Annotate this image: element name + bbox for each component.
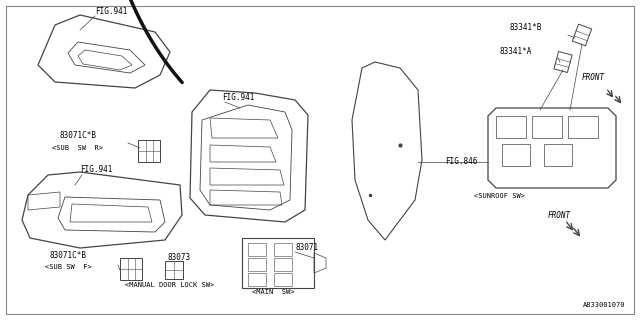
Text: <MAIN  SW>: <MAIN SW> bbox=[252, 289, 294, 295]
Text: <SUB SW  F>: <SUB SW F> bbox=[45, 264, 92, 270]
Text: FIG.846: FIG.846 bbox=[445, 157, 477, 166]
Text: FIG.941: FIG.941 bbox=[222, 92, 254, 101]
Text: FIG.941: FIG.941 bbox=[95, 7, 127, 17]
Text: <MANUAL DOOR LOCK SW>: <MANUAL DOOR LOCK SW> bbox=[125, 282, 214, 288]
Text: 83071: 83071 bbox=[295, 244, 318, 252]
Text: 83341*B: 83341*B bbox=[510, 23, 542, 33]
Text: <SUB  SW  R>: <SUB SW R> bbox=[52, 145, 103, 151]
Text: 83073: 83073 bbox=[167, 253, 190, 262]
Text: 83341*A: 83341*A bbox=[500, 47, 532, 57]
Text: 83071C*B: 83071C*B bbox=[50, 251, 87, 260]
Text: FRONT: FRONT bbox=[548, 211, 571, 220]
Text: FIG.941: FIG.941 bbox=[80, 165, 113, 174]
Text: FRONT: FRONT bbox=[582, 74, 605, 83]
Text: <SUNROOF SW>: <SUNROOF SW> bbox=[474, 193, 525, 199]
Text: 83071C*B: 83071C*B bbox=[60, 131, 97, 140]
Text: A833001070: A833001070 bbox=[582, 302, 625, 308]
